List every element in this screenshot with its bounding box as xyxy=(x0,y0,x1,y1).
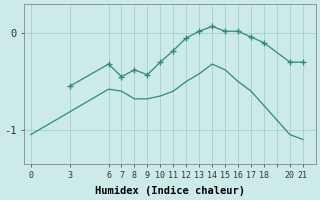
X-axis label: Humidex (Indice chaleur): Humidex (Indice chaleur) xyxy=(95,186,245,196)
